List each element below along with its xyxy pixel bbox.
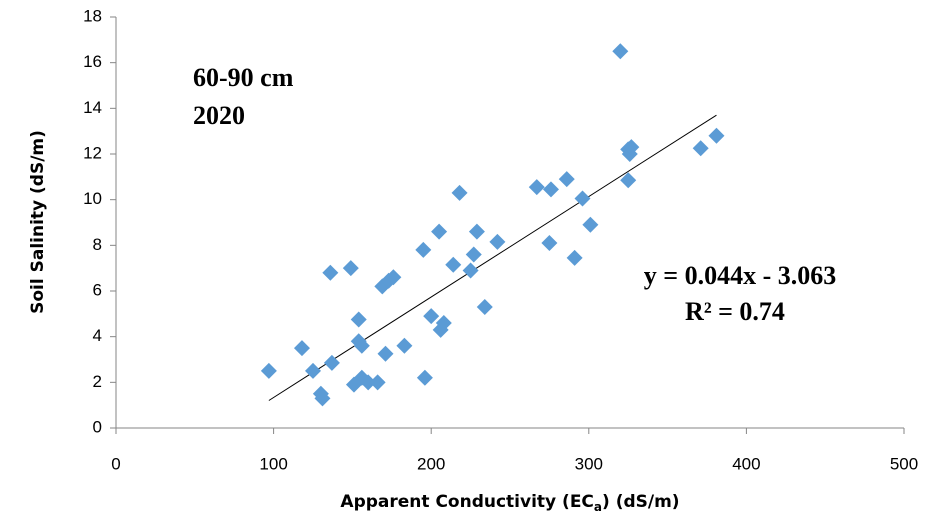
point bbox=[476, 298, 493, 315]
y-tick-label: 16 bbox=[83, 52, 102, 71]
point bbox=[612, 43, 629, 60]
point bbox=[323, 354, 340, 371]
point bbox=[293, 340, 310, 357]
point bbox=[305, 362, 321, 379]
point bbox=[566, 249, 583, 266]
point bbox=[558, 171, 575, 188]
x-tick-label: 200 bbox=[417, 454, 445, 473]
y-tick-label: 10 bbox=[83, 189, 102, 208]
point bbox=[314, 390, 331, 407]
point bbox=[360, 374, 377, 391]
point bbox=[623, 139, 640, 156]
point bbox=[353, 337, 370, 354]
y-tick-label: 4 bbox=[93, 326, 102, 345]
point bbox=[528, 179, 545, 196]
y-axis-title: Soil Salinity (dS/m) bbox=[28, 130, 48, 314]
x-title-part: ) (dS/m) bbox=[602, 492, 680, 512]
x-title-sub: a bbox=[594, 500, 602, 514]
x-title-part: Apparent Conductivity (EC bbox=[340, 492, 593, 512]
point bbox=[489, 233, 506, 250]
y-tick-label: 14 bbox=[83, 98, 102, 117]
point bbox=[350, 311, 367, 328]
trend-r2: R² = 0.74 bbox=[685, 297, 785, 326]
point bbox=[415, 241, 432, 258]
trend-line bbox=[268, 114, 717, 401]
point bbox=[445, 256, 462, 273]
point bbox=[620, 172, 637, 189]
point bbox=[451, 184, 468, 201]
point bbox=[416, 369, 433, 386]
y-tick-label: 0 bbox=[93, 417, 102, 436]
point bbox=[582, 216, 599, 233]
trend-equation: y = 0.044x - 3.063 bbox=[644, 261, 836, 290]
annotation: 60-90 cm bbox=[193, 63, 294, 92]
point bbox=[385, 269, 402, 286]
x-axis-title: Apparent Conductivity (ECa) (dS/m) bbox=[340, 492, 679, 514]
point bbox=[322, 264, 339, 281]
point bbox=[462, 262, 479, 279]
x-tick-label: 0 bbox=[111, 454, 120, 473]
point bbox=[692, 140, 709, 157]
point bbox=[542, 181, 559, 198]
point bbox=[423, 308, 440, 325]
x-tick-label: 400 bbox=[732, 454, 760, 473]
y-tick-label: 12 bbox=[83, 143, 102, 162]
annotation: 2020 bbox=[193, 101, 245, 130]
point bbox=[468, 223, 485, 240]
y-tick-label: 6 bbox=[93, 280, 102, 299]
point bbox=[465, 246, 482, 263]
point bbox=[396, 337, 413, 354]
x-tick-label: 500 bbox=[890, 454, 918, 473]
point bbox=[260, 362, 277, 379]
y-tick-label: 2 bbox=[93, 372, 102, 391]
point bbox=[574, 190, 591, 207]
point bbox=[431, 223, 448, 240]
point bbox=[708, 127, 725, 144]
point bbox=[435, 314, 452, 331]
y-tick-label: 18 bbox=[83, 6, 102, 25]
point bbox=[541, 235, 558, 252]
point bbox=[342, 260, 359, 277]
point bbox=[377, 345, 394, 362]
x-tick-label: 300 bbox=[575, 454, 603, 473]
y-tick-label: 8 bbox=[93, 235, 102, 254]
x-tick-label: 100 bbox=[259, 454, 287, 473]
point bbox=[369, 374, 386, 391]
